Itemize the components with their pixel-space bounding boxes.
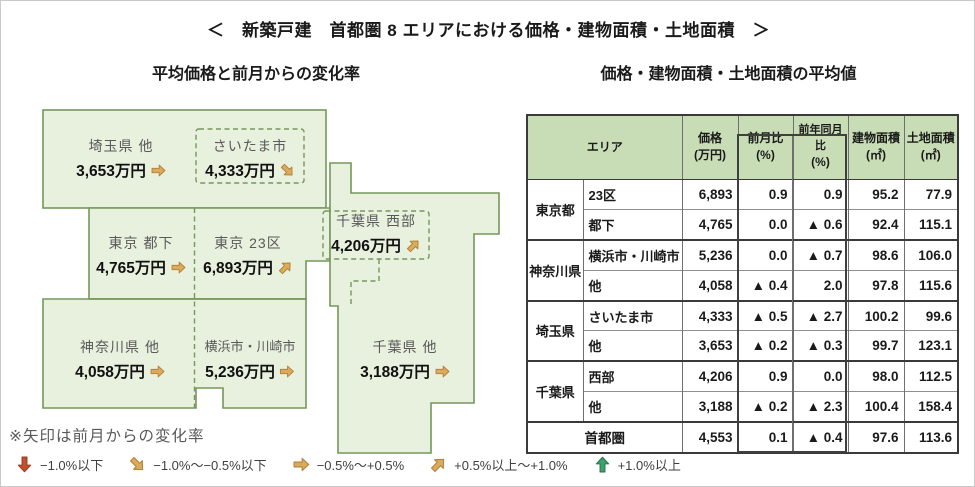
table-row: 他 3,653 ▲ 0.2 ▲ 0.3 99.7 123.1: [527, 330, 959, 362]
region-label-chiba-west: 千葉県 西部 4,206万円: [331, 212, 421, 257]
down-arrow-icon: [16, 456, 33, 473]
region-price: 4,058万円: [75, 363, 165, 383]
trend-arrow-icon: [406, 238, 421, 253]
page-title: ＜ 新築戸建 首都圏 8 エリアにおける価格・建物面積・土地面積 ＞: [207, 21, 770, 40]
table-row: 千葉県 西部 4,206 0.9 0.0 98.0 112.5: [526, 360, 959, 423]
down-right-arrow-icon: [129, 456, 146, 473]
region-label-tokyo-tama: 東京 都下 4,765万円: [96, 234, 186, 279]
region-shape-kanagawa: [42, 298, 307, 409]
up-right-arrow-icon: [430, 456, 447, 473]
region-price: 3,188万円: [360, 363, 450, 383]
table-row: 他 4,058 ▲ 0.4 2.0 97.8 115.6: [527, 269, 959, 301]
trend-arrow-icon: [151, 163, 166, 178]
map-note: ※矢印は前月からの変化率: [9, 428, 205, 445]
region-price: 5,236万円: [204, 363, 295, 383]
trend-arrow-icon: [280, 163, 295, 178]
region-shape-chiba: [329, 162, 500, 454]
region-label-saitama-city: さいたま市 4,333万円: [205, 137, 295, 182]
header-building-area: 建物面積 (㎡): [847, 115, 905, 180]
region-map: [42, 109, 500, 454]
region-price: 3,653万円: [76, 162, 166, 182]
region-name: 神奈川県 他: [80, 339, 160, 355]
trend-arrow-icon: [278, 260, 293, 275]
table-subtitle: 価格・建物面積・土地面積の平均値: [600, 66, 857, 83]
total-label: 首都圏: [526, 421, 683, 453]
region-name: さいたま市: [212, 138, 288, 154]
pref-cell: 神奈川県: [526, 238, 583, 301]
table-row: 神奈川県 横浜市・川崎市 5,236 0.0 ▲ 0.7 98.6 106.0: [526, 238, 959, 301]
legend-item-down: −1.0%以下: [16, 455, 103, 474]
map-subtitle: 平均価格と前月からの変化率: [151, 66, 360, 83]
table-row: 東京都 23区 6,893 0.9 0.9 95.2 77.9: [526, 178, 959, 240]
up-arrow-icon: [594, 456, 611, 473]
region-label-tokyo-23ku: 東京 23区 6,893万円: [203, 234, 293, 279]
pref-cell: 埼玉県: [526, 299, 583, 362]
trend-arrow-icon: [435, 364, 450, 379]
legend-item-flat: −0.5%～+0.5%: [293, 455, 404, 474]
pref-cell: 千葉県: [526, 360, 583, 423]
region-name: 千葉県 他: [372, 339, 438, 355]
region-label-kanagawa-other: 神奈川県 他 4,058万円: [75, 338, 165, 383]
region-name: 千葉県 西部: [336, 213, 416, 229]
averages-table: エリア 価格 (万円) 前月比 (%) 前年同月比 (%) 建物面積 (㎡) 土地面積(…: [526, 114, 960, 454]
header-yoy: 前年同月比 (%): [792, 115, 849, 180]
region-label-yokohama-kawasaki: 横浜市・川崎市 5,236万円: [204, 338, 295, 383]
legend-item-up-slight: +0.5%以上～+1.0%: [430, 455, 568, 474]
table-row: 埼玉県 さいたま市 4,333 ▲ 0.5 ▲ 2.7 100.2 99.6: [526, 299, 959, 362]
region-name: 東京 23区: [214, 235, 282, 251]
table-header-row: エリア 価格 (万円) 前月比 (%) 前年同月比 (%) 建物面積 (㎡) 土地面積(…: [527, 115, 959, 180]
table-row: 他 3,188 ▲ 0.2 ▲ 2.3 100.4 158.4: [527, 391, 959, 423]
header-mom: 前月比 (%): [737, 115, 794, 180]
region-label-saitama-other: 埼玉県 他 3,653万円: [76, 137, 166, 182]
table-row: 都下 4,765 0.0 ▲ 0.6 92.4 115.1: [527, 208, 959, 240]
legend-item-up: +1.0%以上: [594, 455, 681, 474]
header-land-area: 土地面積 (㎡): [903, 115, 959, 180]
trend-arrow-icon: [171, 260, 186, 275]
region-name: 横浜市・川崎市: [204, 339, 296, 354]
region-price: 4,333万円: [205, 162, 295, 182]
table-total-row: 首都圏 4,553 0.1 ▲ 0.4 97.6 113.6: [526, 421, 959, 453]
trend-legend: −1.0%以下 −1.0%～−0.5%以下 −0.5%～+0.5% +0.5%以…: [16, 455, 681, 474]
chiba-west-dashed-box: [322, 210, 430, 260]
chiba-west-dashed-boundary: [350, 259, 380, 306]
region-shape-saitama: [42, 109, 327, 209]
region-price: 6,893万円: [203, 259, 293, 279]
region-name: 東京 都下: [108, 235, 174, 251]
right-arrow-icon: [293, 456, 310, 473]
region-price: 4,765万円: [96, 259, 186, 279]
trend-arrow-icon: [280, 364, 295, 379]
legend-item-down-slight: −1.0%～−0.5%以下: [129, 455, 267, 474]
pref-cell: 東京都: [526, 178, 583, 240]
region-label-chiba-other: 千葉県 他 3,188万円: [360, 338, 450, 383]
header-price: 価格 (万円): [681, 115, 739, 180]
trend-arrow-icon: [150, 364, 165, 379]
region-price: 4,206万円: [331, 237, 421, 257]
header-area: エリア: [527, 115, 683, 180]
saitama-city-dashed-box: [195, 128, 305, 184]
region-name: 埼玉県 他: [88, 138, 154, 154]
